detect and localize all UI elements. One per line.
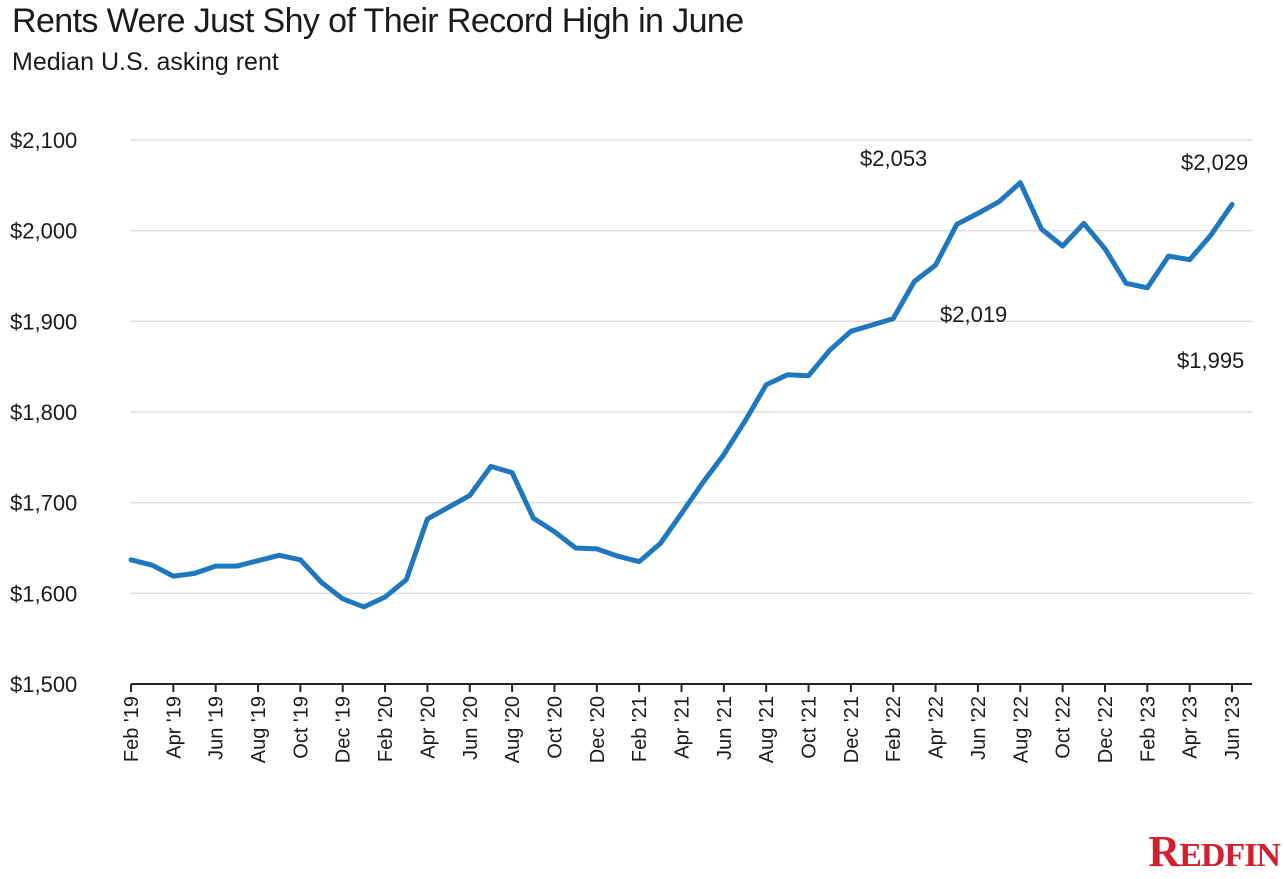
x-tick-label: Jun '22	[968, 696, 990, 760]
x-tick-label: Dec '21	[841, 696, 863, 763]
x-tick-label: Jun '21	[714, 696, 736, 760]
chart-subtitle: Median U.S. asking rent	[12, 48, 279, 76]
rent-series-line	[128, 180, 1235, 610]
x-tick-label: Jun '19	[206, 696, 228, 760]
y-tick-label: $1,500	[10, 672, 77, 697]
value-annotation: $2,019	[940, 302, 1007, 327]
x-tick-label: Feb '23	[1137, 696, 1159, 762]
x-tick-label: Aug '21	[756, 696, 778, 763]
y-tick-label: $1,800	[10, 400, 77, 425]
x-tick-label: Aug '19	[248, 696, 270, 763]
value-annotation: $2,053	[860, 146, 927, 171]
x-tick-label: Aug '22	[1010, 696, 1032, 763]
x-tick-label: Apr '20	[417, 696, 439, 759]
y-tick-label: $2,000	[10, 219, 77, 244]
y-tick-label: $1,600	[10, 581, 77, 606]
x-tick-label: Oct '19	[290, 696, 312, 759]
x-tick-label: Feb '20	[375, 696, 397, 762]
y-tick-label: $2,100	[10, 128, 77, 153]
value-annotation: $2,029	[1181, 150, 1248, 175]
x-tick-label: Apr '19	[163, 696, 185, 759]
x-tick-label: Oct '21	[799, 696, 821, 759]
x-tick-label: Oct '22	[1053, 696, 1075, 759]
x-tick-label: Apr '21	[672, 696, 694, 759]
x-tick-label: Aug '20	[502, 696, 524, 763]
x-tick-label: Dec '22	[1095, 696, 1117, 763]
redfin-logo: REDFIN	[1148, 827, 1281, 876]
x-tick-label: Dec '19	[333, 696, 355, 763]
x-tick-label: Jun '23	[1222, 696, 1244, 760]
x-tick-label: Dec '20	[587, 696, 609, 763]
x-tick-label: Feb '19	[121, 696, 143, 762]
x-tick-label: Apr '23	[1180, 696, 1202, 759]
x-tick-label: Jun '20	[460, 696, 482, 760]
y-tick-label: $1,900	[10, 309, 77, 334]
x-tick-label: Oct '20	[544, 696, 566, 759]
x-tick-label: Feb '21	[629, 696, 651, 762]
y-tick-label: $1,700	[10, 491, 77, 516]
x-tick-label: Feb '22	[883, 696, 905, 762]
value-annotation: $1,995	[1177, 348, 1244, 373]
x-tick-label: Apr '22	[926, 696, 948, 759]
chart-title: Rents Were Just Shy of Their Record High…	[12, 2, 744, 40]
